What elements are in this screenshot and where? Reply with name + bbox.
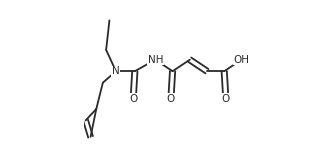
Text: OH: OH (233, 55, 249, 65)
Text: O: O (129, 94, 137, 104)
Text: O: O (167, 94, 175, 104)
Text: NH: NH (148, 55, 163, 65)
Text: N: N (112, 66, 120, 76)
Text: O: O (222, 94, 230, 104)
